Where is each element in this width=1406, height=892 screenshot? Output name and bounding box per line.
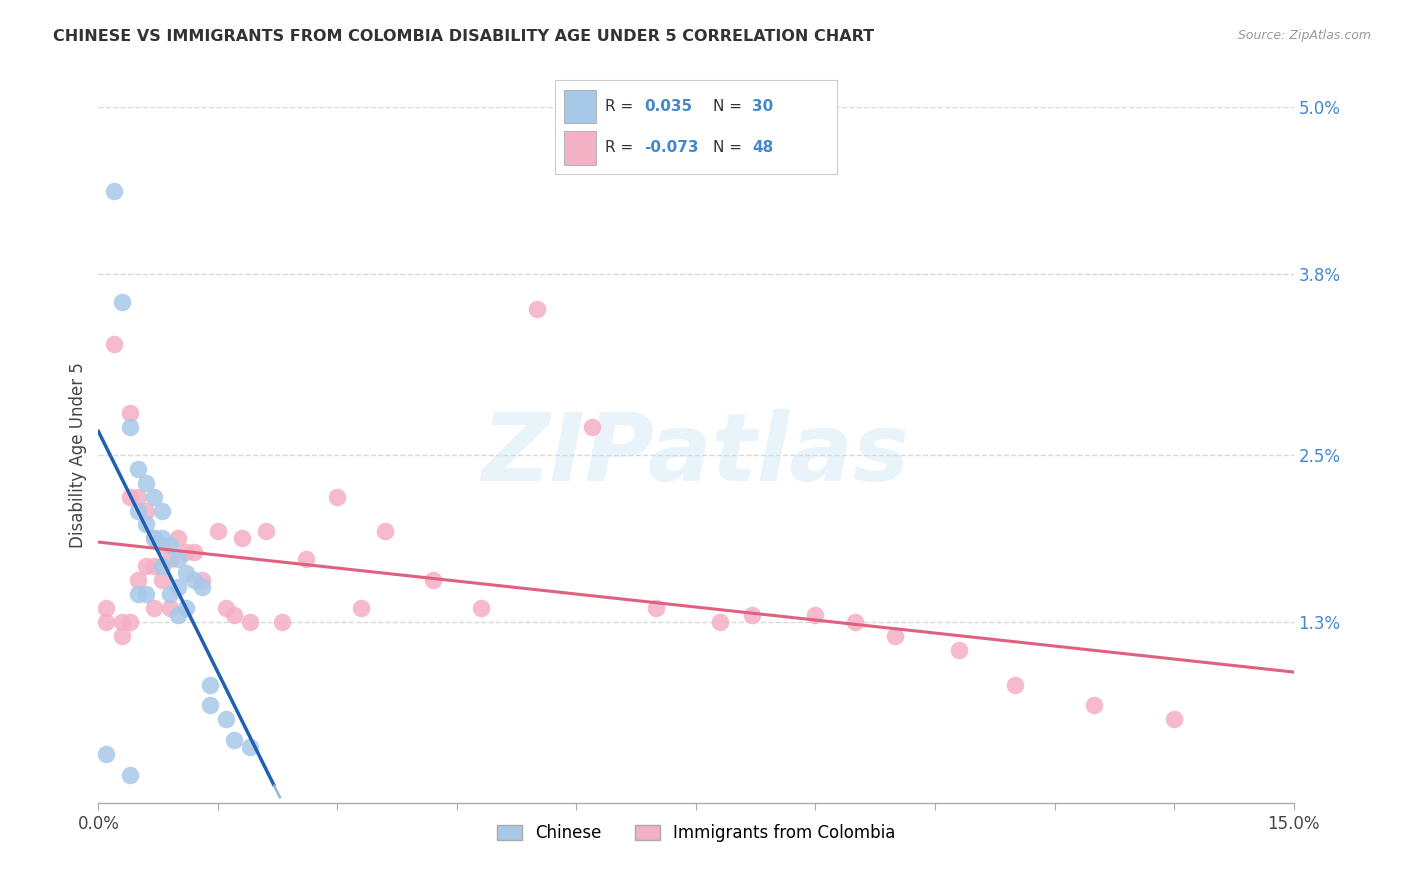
Point	[143, 532, 166, 546]
Point	[191, 580, 214, 594]
Point	[150, 538, 173, 552]
Point	[374, 524, 396, 539]
Point	[222, 607, 245, 622]
Point	[111, 629, 134, 643]
Point	[198, 698, 221, 713]
Text: -0.073: -0.073	[644, 140, 699, 155]
Point	[150, 503, 173, 517]
Point	[174, 566, 197, 581]
Point	[183, 545, 205, 559]
Point	[167, 607, 190, 622]
Point	[111, 294, 134, 309]
Point	[127, 462, 149, 476]
Bar	[564, 131, 596, 164]
Point	[422, 573, 444, 587]
Text: 0.035: 0.035	[644, 99, 692, 114]
Text: N =: N =	[713, 99, 747, 114]
Bar	[564, 89, 596, 123]
Point	[127, 503, 149, 517]
Point	[804, 607, 827, 622]
Point	[167, 552, 190, 566]
Point	[326, 490, 349, 504]
Point	[135, 517, 157, 532]
Point	[948, 642, 970, 657]
Point	[884, 629, 907, 643]
Point	[150, 532, 173, 546]
Point	[581, 420, 603, 434]
Point	[96, 747, 118, 761]
Point	[645, 601, 668, 615]
Point	[526, 301, 548, 316]
Point	[215, 712, 238, 726]
Point	[120, 768, 142, 782]
Point	[120, 420, 142, 434]
Text: R =: R =	[605, 99, 638, 114]
Point	[350, 601, 373, 615]
Text: 48: 48	[752, 140, 773, 155]
Text: R =: R =	[605, 140, 638, 155]
Point	[1004, 677, 1026, 691]
Point	[103, 336, 125, 351]
Point	[135, 559, 157, 574]
Point	[741, 607, 763, 622]
Legend: Chinese, Immigrants from Colombia: Chinese, Immigrants from Colombia	[488, 815, 904, 850]
Point	[150, 559, 173, 574]
Point	[1083, 698, 1105, 713]
Point	[167, 532, 190, 546]
Point	[96, 615, 118, 629]
Point	[111, 615, 134, 629]
Point	[183, 573, 205, 587]
Point	[96, 601, 118, 615]
Text: 30: 30	[752, 99, 773, 114]
Point	[135, 475, 157, 490]
Point	[215, 601, 238, 615]
Point	[254, 524, 277, 539]
Point	[222, 733, 245, 747]
Point	[174, 601, 197, 615]
Point	[127, 573, 149, 587]
Point	[127, 490, 149, 504]
Point	[844, 615, 866, 629]
Point	[127, 587, 149, 601]
Point	[103, 184, 125, 198]
Point	[120, 406, 142, 420]
Text: CHINESE VS IMMIGRANTS FROM COLOMBIA DISABILITY AGE UNDER 5 CORRELATION CHART: CHINESE VS IMMIGRANTS FROM COLOMBIA DISA…	[53, 29, 875, 45]
Point	[191, 573, 214, 587]
Point	[120, 490, 142, 504]
Point	[709, 615, 731, 629]
Point	[167, 580, 190, 594]
Point	[239, 615, 262, 629]
Point	[270, 615, 292, 629]
Point	[143, 559, 166, 574]
Point	[207, 524, 229, 539]
Point	[135, 503, 157, 517]
Point	[159, 552, 181, 566]
Text: N =: N =	[713, 140, 747, 155]
Point	[143, 601, 166, 615]
Point	[135, 587, 157, 601]
Point	[120, 615, 142, 629]
Point	[150, 573, 173, 587]
Point	[174, 545, 197, 559]
Point	[159, 601, 181, 615]
Point	[198, 677, 221, 691]
Point	[231, 532, 253, 546]
Point	[470, 601, 492, 615]
Point	[159, 538, 181, 552]
Point	[1163, 712, 1185, 726]
Point	[143, 490, 166, 504]
Point	[294, 552, 316, 566]
Y-axis label: Disability Age Under 5: Disability Age Under 5	[69, 362, 87, 548]
Text: ZIPatlas: ZIPatlas	[482, 409, 910, 501]
Text: Source: ZipAtlas.com: Source: ZipAtlas.com	[1237, 29, 1371, 43]
Point	[143, 532, 166, 546]
Point	[159, 587, 181, 601]
Point	[239, 740, 262, 755]
